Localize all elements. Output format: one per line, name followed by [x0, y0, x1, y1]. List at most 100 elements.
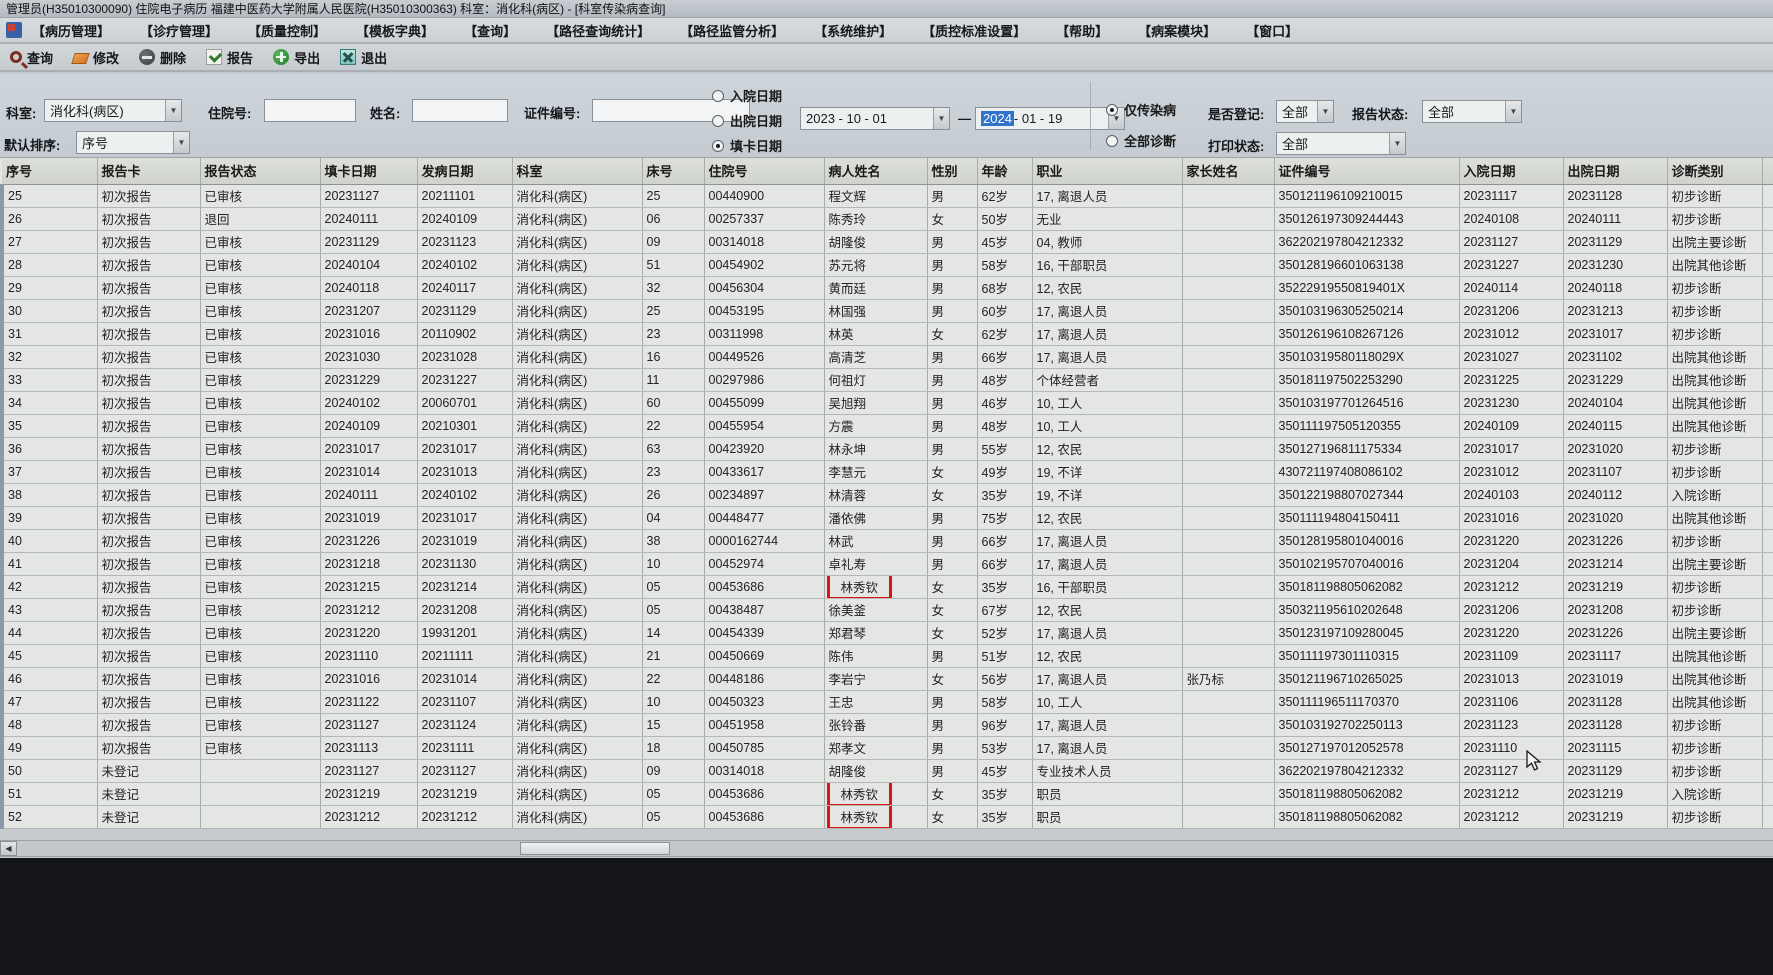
chevron-down-icon[interactable]: ▼: [1317, 101, 1333, 122]
menu-item[interactable]: 【路径监管分析】: [680, 23, 785, 39]
column-header[interactable]: 报告状态: [200, 158, 321, 185]
table-row[interactable]: 42 初次报告 已审核 20231215 20231214 消化科(病区) 05…: [0, 575, 1773, 599]
column-header[interactable]: 出院日期: [1563, 158, 1668, 185]
column-header[interactable]: 序号: [2, 158, 98, 185]
menu-item[interactable]: 【路径查询统计】: [546, 23, 651, 39]
table-row[interactable]: 31 初次报告 已审核 20231016 20110902 消化科(病区) 23…: [0, 322, 1773, 346]
column-header[interactable]: 报告卡: [97, 158, 201, 185]
column-header[interactable]: 病人姓名: [824, 158, 928, 185]
column-header[interactable]: 诊断类别: [1667, 158, 1763, 185]
report-button[interactable]: 报告: [206, 48, 253, 67]
table-row[interactable]: 49 初次报告 已审核 20231113 20231111 消化科(病区) 18…: [0, 736, 1773, 760]
column-header[interactable]: 发病日期: [417, 158, 513, 185]
menu-item[interactable]: 【查询】: [464, 23, 517, 39]
table-row[interactable]: 36 初次报告 已审核 20231017 20231017 消化科(病区) 63…: [0, 437, 1773, 461]
column-header[interactable]: 入院日期: [1459, 158, 1564, 185]
horizontal-scrollbar[interactable]: ◀: [0, 840, 1773, 857]
menu-item[interactable]: 【系统维护】: [814, 23, 893, 39]
radio-discharge-date[interactable]: 出院日期: [712, 111, 782, 130]
table-row[interactable]: 33 初次报告 已审核 20231229 20231227 消化科(病区) 11…: [0, 368, 1773, 392]
table-row[interactable]: 40 初次报告 已审核 20231226 20231019 消化科(病区) 38…: [0, 529, 1773, 553]
id-no-input[interactable]: [592, 99, 750, 122]
chevron-down-icon[interactable]: ▼: [1389, 133, 1405, 154]
cell-diag-type: 初步诊断: [1667, 713, 1763, 737]
exit-button[interactable]: 退出: [340, 48, 387, 67]
chevron-down-icon[interactable]: ▼: [933, 108, 949, 129]
table-row[interactable]: 48 初次报告 已审核 20231127 20231124 消化科(病区) 15…: [0, 713, 1773, 737]
delete-button[interactable]: 删除: [139, 48, 186, 67]
table-row[interactable]: 32 初次报告 已审核 20231030 20231028 消化科(病区) 16…: [0, 345, 1773, 369]
scroll-left-button[interactable]: ◀: [0, 841, 17, 856]
cell-occupation: 无业: [1032, 207, 1183, 231]
menu-item[interactable]: 【质控标准设置】: [922, 23, 1027, 39]
registered-select[interactable]: 全部 ▼: [1276, 100, 1334, 123]
menu-item[interactable]: 【模板字典】: [356, 23, 435, 39]
column-header[interactable]: 职业: [1032, 158, 1183, 185]
table-row[interactable]: 38 初次报告 已审核 20240111 20240102 消化科(病区) 26…: [0, 483, 1773, 507]
radio-infectious-only[interactable]: 仅传染病: [1106, 100, 1176, 119]
cell-discharge-date: 20231102: [1563, 345, 1668, 369]
scrollbar-thumb[interactable]: [520, 842, 670, 855]
chevron-down-icon[interactable]: ▼: [173, 132, 189, 153]
table-row[interactable]: 50 未登记 20231127 20231127 消化科(病区) 09 0031…: [0, 759, 1773, 783]
table-row[interactable]: 25 初次报告 已审核 20231127 20211101 消化科(病区) 25…: [0, 184, 1773, 208]
cell-sex: 女: [927, 483, 978, 507]
dept-select[interactable]: 消化科(病区) ▼: [44, 99, 182, 122]
column-header[interactable]: 填卡日期: [320, 158, 418, 185]
cell-discharge-date: 20231020: [1563, 506, 1668, 530]
date-from-picker[interactable]: 2023 - 10 - 01 ▼: [800, 107, 950, 130]
table-row[interactable]: 46 初次报告 已审核 20231016 20231014 消化科(病区) 22…: [0, 667, 1773, 691]
radio-admit-date[interactable]: 入院日期: [712, 86, 782, 105]
table-row[interactable]: 30 初次报告 已审核 20231207 20231129 消化科(病区) 25…: [0, 299, 1773, 323]
inpatient-no-input[interactable]: [264, 99, 356, 122]
column-header[interactable]: [1762, 158, 1773, 185]
name-input[interactable]: [412, 99, 508, 122]
column-header[interactable]: 床号: [642, 158, 705, 185]
column-header[interactable]: 证件编号: [1274, 158, 1460, 185]
table-row[interactable]: 37 初次报告 已审核 20231014 20231013 消化科(病区) 23…: [0, 460, 1773, 484]
table-row[interactable]: 45 初次报告 已审核 20231110 20211111 消化科(病区) 21…: [0, 644, 1773, 668]
menu-item[interactable]: 【病案模块】: [1138, 23, 1217, 39]
cell-discharge-date: 20231213: [1563, 299, 1668, 323]
column-header[interactable]: 年龄: [977, 158, 1033, 185]
table-row[interactable]: 28 初次报告 已审核 20240104 20240102 消化科(病区) 51…: [0, 253, 1773, 277]
table-row[interactable]: 47 初次报告 已审核 20231122 20231107 消化科(病区) 10…: [0, 690, 1773, 714]
table-row[interactable]: 26 初次报告 退回 20240111 20240109 消化科(病区) 06 …: [0, 207, 1773, 231]
table-row[interactable]: 44 初次报告 已审核 20231220 19931201 消化科(病区) 14…: [0, 621, 1773, 645]
table-row[interactable]: 34 初次报告 已审核 20240102 20060701 消化科(病区) 60…: [0, 391, 1773, 415]
date-to-picker[interactable]: 2024 - 01 - 19 ▼: [975, 107, 1125, 130]
print-status-select[interactable]: 全部 ▼: [1276, 132, 1406, 155]
radio-fill-date[interactable]: 填卡日期: [712, 136, 782, 155]
table-row[interactable]: 51 未登记 20231219 20231219 消化科(病区) 05 0045…: [0, 782, 1773, 806]
cell-seq: 27: [0, 230, 98, 254]
sort-select[interactable]: 序号 ▼: [76, 131, 190, 154]
cell-stub: [1762, 414, 1773, 438]
menu-item[interactable]: 【诊疗管理】: [140, 23, 219, 39]
cell-card: 初次报告: [97, 184, 201, 208]
table-row[interactable]: 29 初次报告 已审核 20240118 20240117 消化科(病区) 32…: [0, 276, 1773, 300]
column-header[interactable]: 性别: [927, 158, 978, 185]
column-header[interactable]: 家长姓名: [1182, 158, 1275, 185]
table-row[interactable]: 43 初次报告 已审核 20231212 20231208 消化科(病区) 05…: [0, 598, 1773, 622]
modify-button[interactable]: 修改: [71, 48, 119, 67]
table-row[interactable]: 35 初次报告 已审核 20240109 20210301 消化科(病区) 22…: [0, 414, 1773, 438]
column-header[interactable]: 科室: [512, 158, 643, 185]
menu-item[interactable]: 【窗口】: [1246, 23, 1299, 39]
query-button[interactable]: 查询: [10, 48, 53, 67]
column-header[interactable]: 住院号: [704, 158, 825, 185]
radio-all-diagnosis[interactable]: 全部诊断: [1106, 131, 1176, 150]
chevron-down-icon[interactable]: ▼: [165, 100, 181, 121]
cell-sex: 男: [927, 368, 978, 392]
menu-item[interactable]: 【帮助】: [1056, 23, 1109, 39]
report-status-select[interactable]: 全部 ▼: [1422, 100, 1522, 123]
table-row[interactable]: 52 未登记 20231212 20231212 消化科(病区) 05 0045…: [0, 805, 1773, 829]
table-row[interactable]: 41 初次报告 已审核 20231218 20231130 消化科(病区) 10…: [0, 552, 1773, 576]
date-from-value: 2023 - 10 - 01: [806, 111, 887, 126]
menu-item[interactable]: 【质量控制】: [248, 23, 327, 39]
export-button[interactable]: 导出: [273, 48, 320, 67]
menu-item[interactable]: 【病历管理】: [32, 23, 111, 39]
cell-diag-type: 出院其他诊断: [1667, 667, 1763, 691]
table-row[interactable]: 27 初次报告 已审核 20231129 20231123 消化科(病区) 09…: [0, 230, 1773, 254]
table-row[interactable]: 39 初次报告 已审核 20231019 20231017 消化科(病区) 04…: [0, 506, 1773, 530]
chevron-down-icon[interactable]: ▼: [1505, 101, 1521, 122]
